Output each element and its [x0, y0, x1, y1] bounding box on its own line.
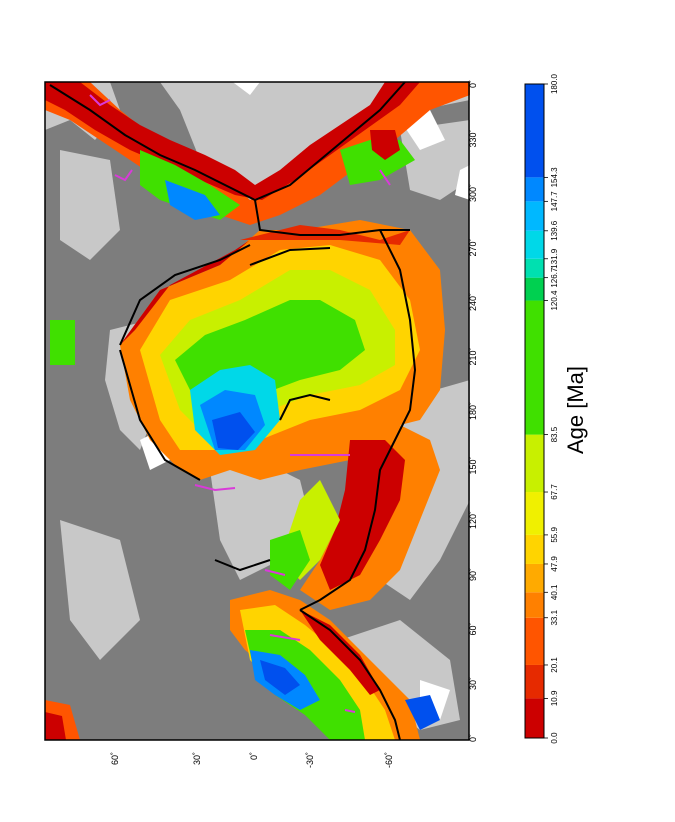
colorbar-tick-label: 154.3: [550, 167, 559, 188]
x-tick-label: 270˚: [468, 238, 478, 256]
colorbar-title: Age [Ma]: [563, 366, 588, 454]
colorbar-frame: [524, 83, 545, 739]
colorbar-tick-label: 131.9: [550, 248, 559, 269]
x-tick-label: 0˚: [468, 734, 478, 742]
colorbar-tick-label: 0.0: [550, 732, 559, 744]
colorbar-tick-label: 67.7: [550, 484, 559, 500]
x-tick-label: 120˚: [468, 511, 478, 529]
colorbar-tick-label: 180.0: [550, 73, 559, 94]
colorbar-swatch: [525, 698, 544, 738]
colorbar-tick-label: 126.7: [550, 267, 559, 288]
x-tick-label: 210˚: [468, 347, 478, 365]
x-tick-label: 90˚: [468, 568, 478, 581]
ocean-age-bands: [45, 82, 470, 740]
colorbar-swatch: [525, 617, 544, 665]
x-tick-label: 150˚: [468, 456, 478, 474]
colorbar-swatch: [525, 177, 544, 202]
colorbar-tick-label: 10.9: [550, 690, 559, 706]
y-axis-ticks: 60˚ 30˚ 0˚ -30˚ -60˚: [110, 752, 394, 768]
map-panel: [44, 80, 470, 741]
colorbar-tick-label: 20.1: [550, 657, 559, 673]
y-tick-label: -60˚: [384, 752, 394, 768]
colorbar-tick-label: 83.5: [550, 426, 559, 442]
y-tick-label: -30˚: [305, 752, 315, 768]
colorbar-swatch: [525, 230, 544, 259]
colorbar-tick-labels: 0.0 10.9 20.1 33.1 40.1 47.9 55.9 67.7 83.5 120.4…: [544, 73, 559, 744]
ocean-fragments: [140, 80, 470, 720]
colorbar-tick-label: 47.9: [550, 556, 559, 572]
colorbar-tick-label: 55.9: [550, 527, 559, 543]
colorbar-swatch: [525, 84, 544, 178]
colorbar-tick-label: 33.1: [550, 609, 559, 625]
x-tick-label: 30˚: [468, 677, 478, 690]
colorbar-swatch: [525, 258, 544, 278]
y-tick-label: 0˚: [249, 752, 259, 760]
colorbar-tick-label: 139.6: [550, 220, 559, 241]
x-axis-ticks: 0˚ 30˚ 60˚ 90˚ 120˚ 150˚ 180˚ 210˚ 240˚ 270˚ 300˚ 3…: [468, 80, 478, 742]
x-tick-label: 60˚: [468, 622, 478, 635]
colorbar-swatch: [525, 434, 544, 493]
colorbar-swatch: [525, 563, 544, 593]
ridge-lines: [49, 81, 417, 741]
seamount-tracks: [89, 94, 391, 713]
colorbar-swatches: [525, 84, 544, 738]
colorbar-swatch: [525, 492, 544, 535]
colorbar-swatch: [525, 534, 544, 564]
colorbar-swatch: [525, 201, 544, 231]
x-tick-label: 330˚: [468, 129, 478, 147]
map-frame: [44, 81, 470, 741]
colorbar-tick-label: 40.1: [550, 584, 559, 600]
colorbar-tick-label: 147.7: [550, 191, 559, 212]
y-tick-label: 30˚: [192, 752, 202, 765]
colorbar-swatch: [525, 300, 544, 435]
colorbar-swatch: [525, 277, 544, 301]
x-tick-label: 0˚: [468, 80, 478, 88]
x-tick-label: 300˚: [468, 184, 478, 202]
colorbar-swatch: [525, 664, 544, 699]
colorbar: 0.0 10.9 20.1 33.1 40.1 47.9 55.9 67.7 83.5 120.4…: [524, 73, 588, 744]
colorbar-tick-label: 120.4: [550, 290, 559, 311]
y-tick-label: 60˚: [110, 752, 120, 765]
colorbar-swatch: [525, 592, 544, 618]
x-tick-label: 180˚: [468, 402, 478, 420]
x-tick-label: 240˚: [468, 293, 478, 311]
